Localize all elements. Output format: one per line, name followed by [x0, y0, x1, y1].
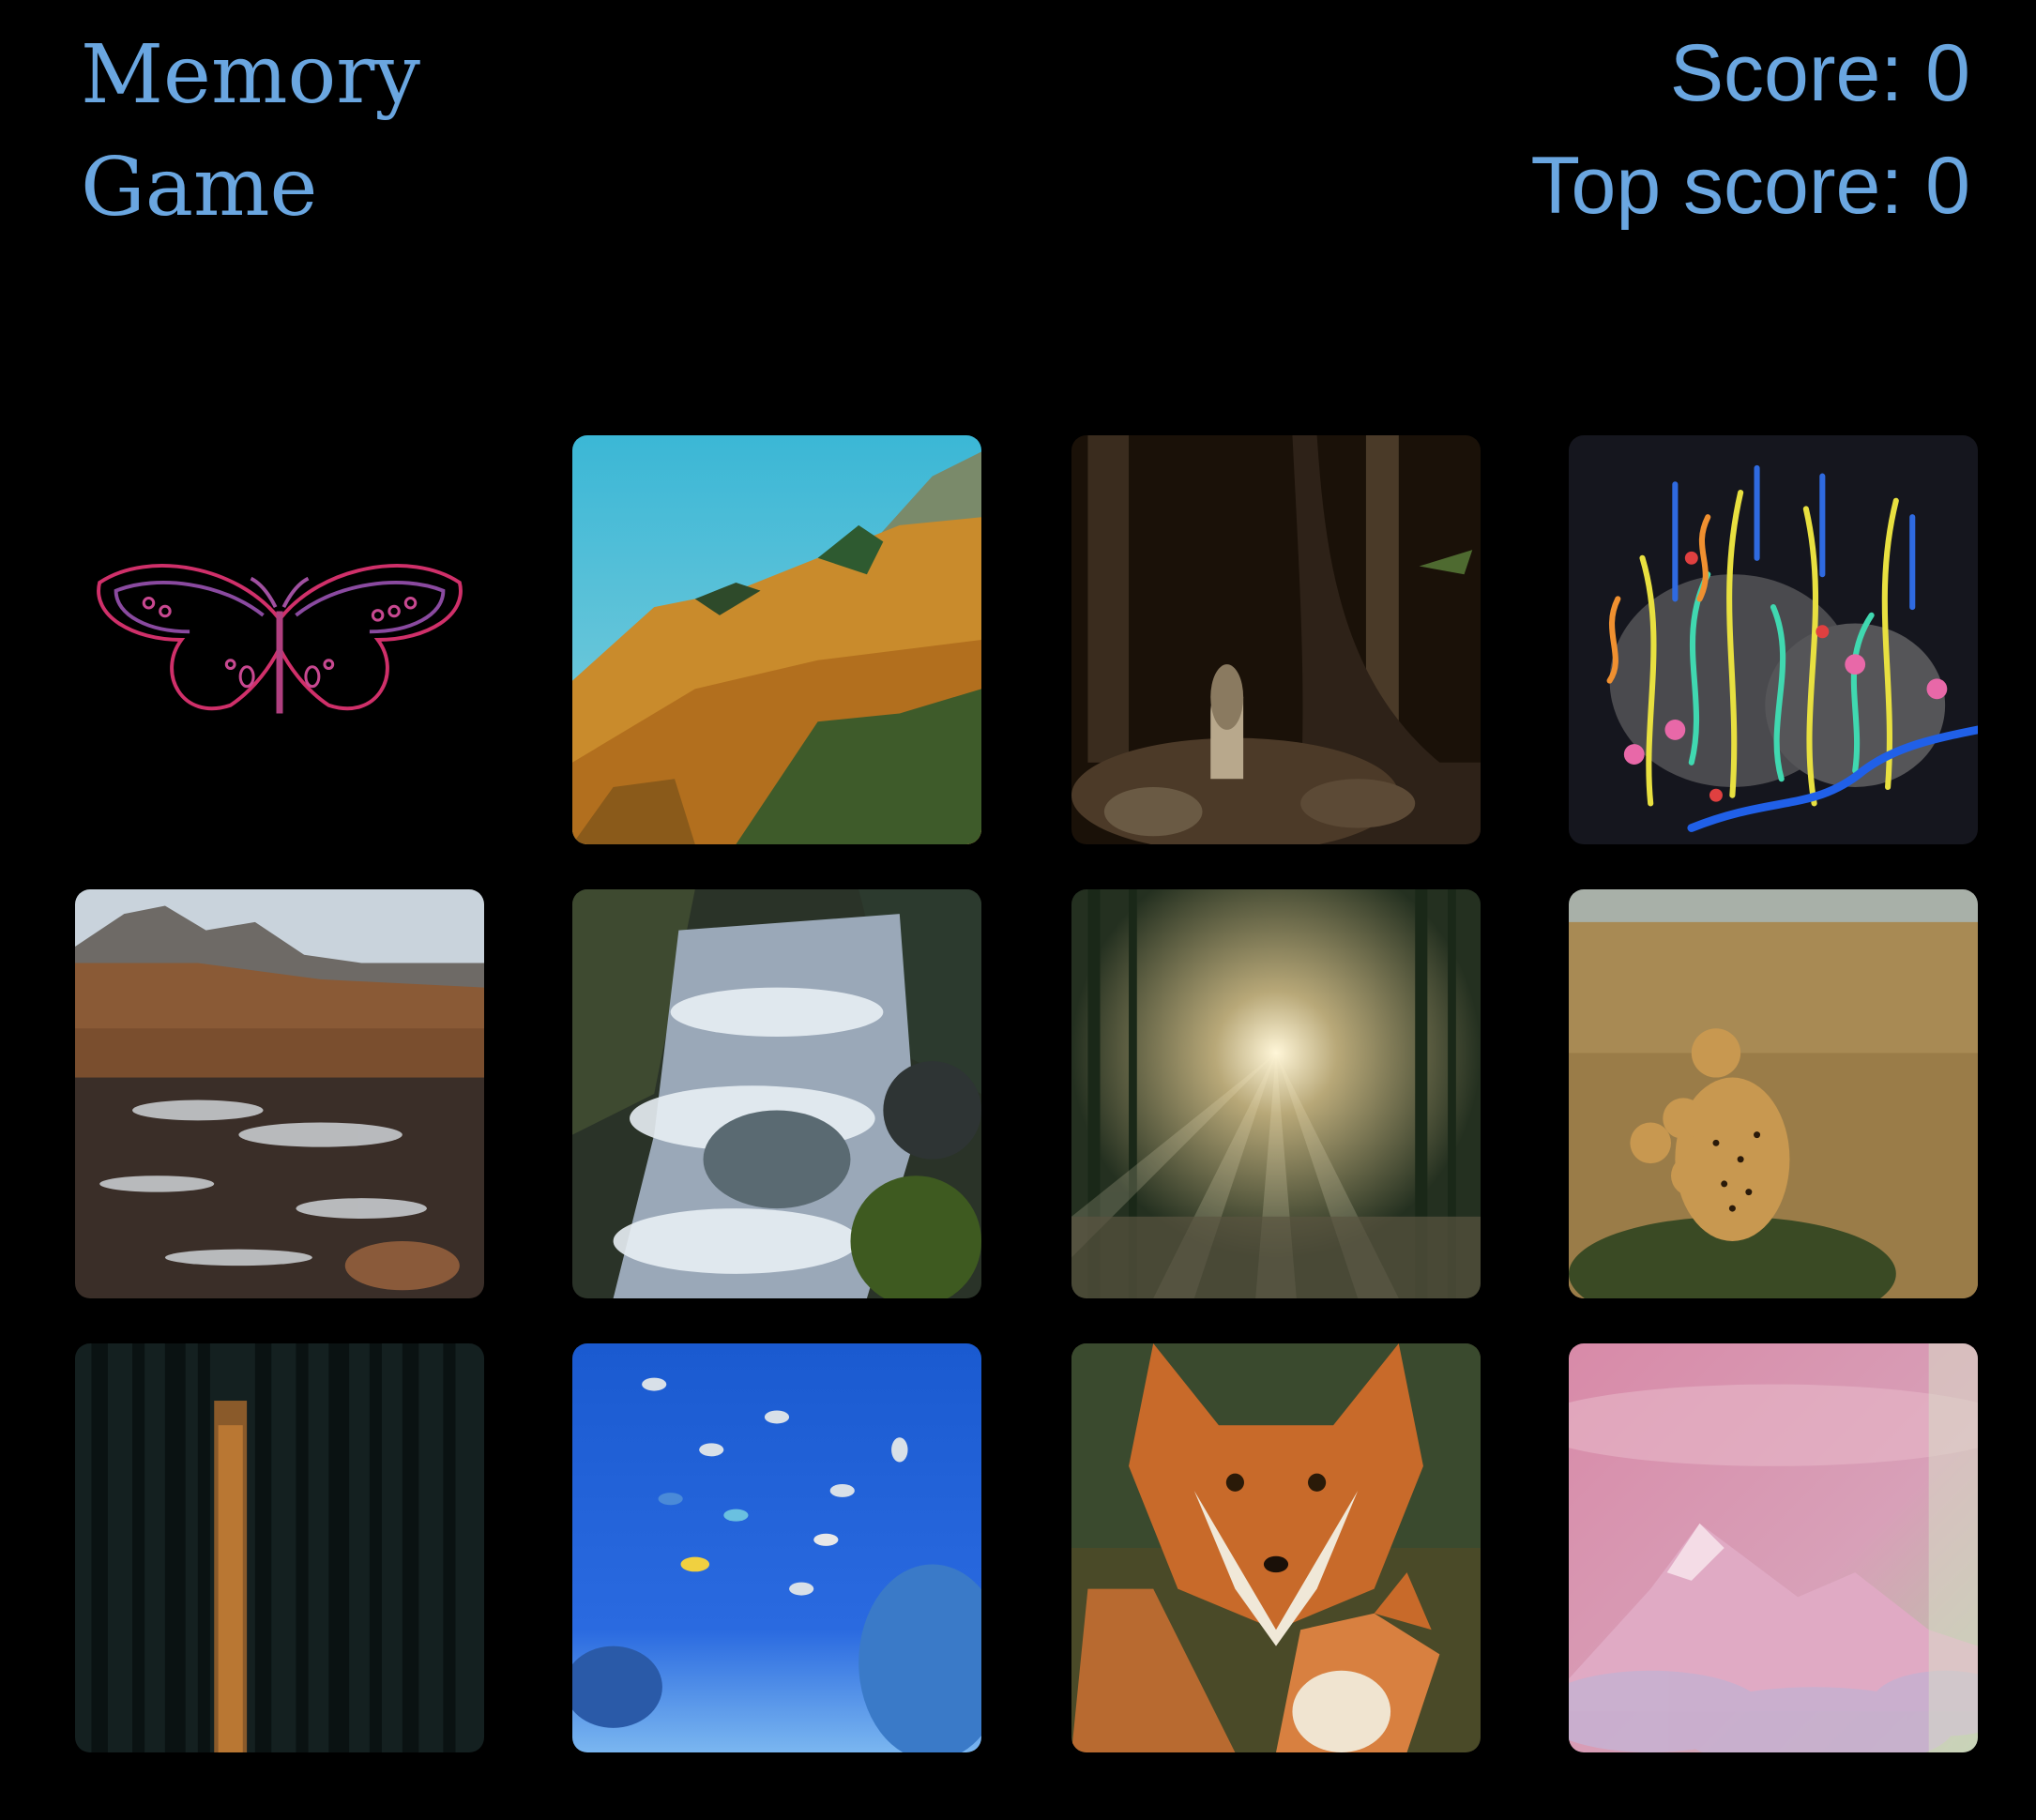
underwater-image — [572, 1343, 981, 1752]
top-score-display: Top score: 0 — [1531, 129, 1971, 242]
foxes-image — [1071, 1343, 1481, 1752]
sunbeam-forest-image — [1071, 889, 1481, 1298]
card-autumn-hillside[interactable] — [572, 435, 981, 844]
top-score-value: 0 — [1925, 141, 1970, 231]
score-label: Score: — [1669, 28, 1904, 118]
autumn-hillside-image — [572, 435, 981, 844]
card-waterfall[interactable] — [572, 889, 981, 1298]
forest-mushroom-image — [1071, 435, 1481, 844]
card-butterfly[interactable] — [75, 435, 484, 844]
dark-forest-image — [75, 1343, 484, 1752]
title-line-1: Memory — [81, 28, 420, 122]
game-title: Memory Game — [81, 19, 475, 244]
title-line-2: Game — [81, 141, 318, 235]
top-score-label: Top score: — [1530, 141, 1904, 231]
score-display: Score: 0 — [1531, 17, 1970, 129]
neon-garden-image — [1569, 435, 1978, 844]
card-dark-forest-sunset[interactable] — [75, 1343, 484, 1752]
card-forest-mushroom[interactable] — [1071, 435, 1481, 844]
cheetahs-image — [1569, 889, 1978, 1298]
mountain-river-image — [75, 889, 484, 1298]
butterfly-image — [75, 435, 484, 844]
waterfall-image — [572, 889, 981, 1298]
pink-mountain-image — [1569, 1343, 1978, 1752]
card-mountain-river[interactable] — [75, 889, 484, 1298]
card-pink-mountain-clouds[interactable] — [1569, 1343, 1978, 1752]
score-value: 0 — [1925, 28, 1970, 118]
card-neon-garden-drawing[interactable] — [1569, 435, 1978, 844]
card-foxes[interactable] — [1071, 1343, 1481, 1752]
card-sunbeam-forest[interactable] — [1071, 889, 1481, 1298]
card-underwater-fish[interactable] — [572, 1343, 981, 1752]
score-panel: Score: 0 Top score: 0 — [1531, 17, 1971, 242]
card-cheetahs[interactable] — [1569, 889, 1978, 1298]
